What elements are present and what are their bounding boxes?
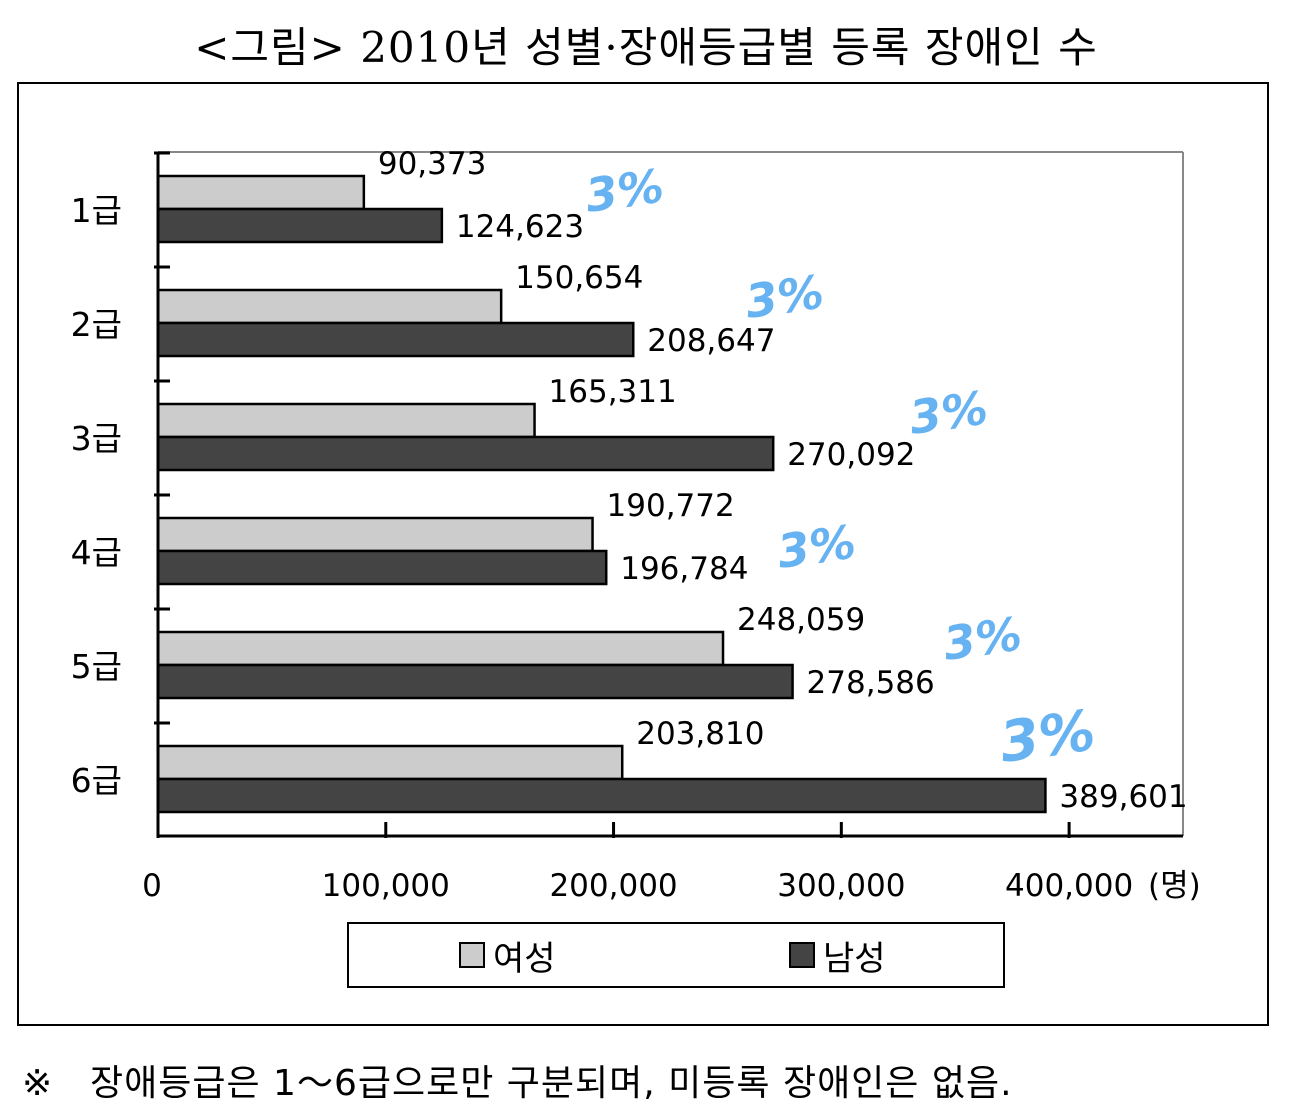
legend-item-female: 여성 — [459, 938, 556, 979]
category-label-6: 6급 — [71, 761, 122, 800]
data-label-female-3: 165,311 — [549, 374, 677, 410]
legend-swatch-male — [789, 942, 815, 968]
data-label-female-1: 90,373 — [378, 146, 486, 182]
data-label-female-4: 190,772 — [607, 488, 735, 524]
x-tick-label-1: 100,000 — [322, 868, 450, 904]
footnote-mark: ※ — [22, 1063, 54, 1104]
footnote: ※ 장애등급은 1～6급으로만 구분되며, 미등록 장애인은 없음. — [22, 1054, 1013, 1106]
x-tick-label-0: 0 — [142, 868, 162, 904]
x-tick-label-3: 300,000 — [777, 868, 905, 904]
data-label-male-4: 196,784 — [620, 551, 748, 587]
bar-male-6 — [156, 777, 1047, 814]
legend-label-male: 남성 — [823, 938, 886, 979]
bar-female-2 — [156, 288, 503, 325]
data-label-female-6: 203,810 — [636, 716, 764, 752]
handwritten-annotation-5: 3% — [940, 607, 1025, 671]
legend-label-female: 여성 — [493, 938, 556, 979]
x-tick-label-2: 200,000 — [549, 868, 677, 904]
chart-frame — [17, 82, 1269, 1026]
category-label-2: 2급 — [71, 305, 122, 344]
category-label-5: 5급 — [71, 647, 122, 686]
category-label-4: 4급 — [71, 533, 122, 572]
category-label-3: 3급 — [71, 419, 122, 458]
data-label-male-3: 270,092 — [787, 437, 915, 473]
bar-male-2 — [156, 321, 635, 358]
chart-title: <그림> 2010년 성별·장애등급별 등록 장애인 수 — [194, 23, 1098, 72]
handwritten-annotation-3: 3% — [906, 381, 991, 445]
handwritten-annotation-6: 3% — [996, 698, 1099, 776]
bar-female-3 — [156, 402, 536, 439]
handwritten-annotation-1: 3% — [582, 159, 667, 223]
bar-male-1 — [156, 207, 444, 244]
bar-male-4 — [156, 549, 608, 586]
legend: 여성 남성 — [347, 922, 1005, 988]
data-label-female-2: 150,654 — [515, 260, 643, 296]
bar-female-1 — [156, 174, 366, 211]
legend-item-male: 남성 — [789, 938, 886, 979]
bar-male-3 — [156, 435, 775, 472]
bar-female-5 — [156, 630, 725, 667]
data-label-female-5: 248,059 — [737, 602, 865, 638]
data-label-male-6: 389,601 — [1059, 779, 1187, 815]
bar-male-5 — [156, 663, 794, 700]
x-tick-label-4: 400,000 — [1005, 868, 1133, 904]
bar-female-4 — [156, 516, 594, 553]
handwritten-annotation-4: 3% — [774, 515, 859, 579]
bar-female-6 — [156, 744, 624, 781]
data-label-male-5: 278,586 — [807, 665, 935, 701]
category-label-1: 1급 — [71, 191, 122, 230]
legend-swatch-female — [459, 942, 485, 968]
data-label-male-1: 124,623 — [456, 209, 584, 245]
handwritten-annotation-2: 3% — [742, 265, 827, 329]
data-label-male-2: 208,647 — [647, 323, 775, 359]
footnote-text: 장애등급은 1～6급으로만 구분되며, 미등록 장애인은 없음. — [90, 1063, 1013, 1104]
x-axis-unit: (명) — [1148, 868, 1201, 904]
